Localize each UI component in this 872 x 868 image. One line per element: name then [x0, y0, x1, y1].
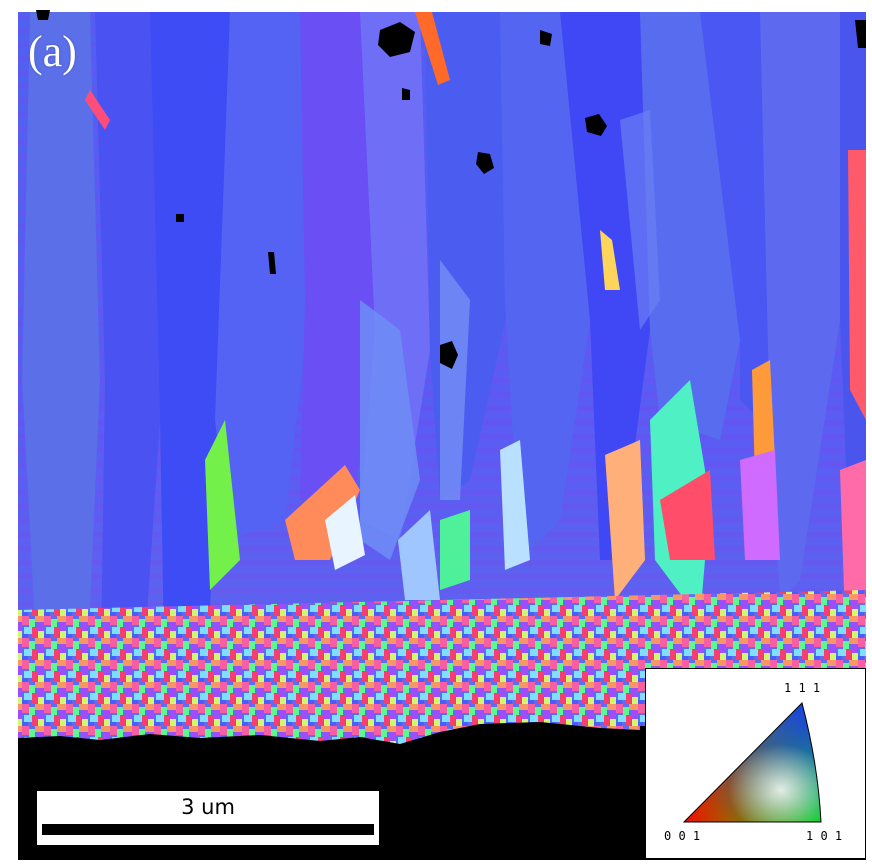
legend-label-101: 1 0 1 [806, 829, 843, 843]
panel-label: (a) [28, 27, 77, 76]
scale-bar: 3 um [36, 790, 380, 846]
scale-bar-line [42, 824, 374, 835]
ipf-triangle [682, 702, 822, 823]
ipf-color-key: 1 1 1 0 0 1 1 0 1 [645, 668, 866, 859]
legend-label-111: 1 1 1 [784, 681, 821, 695]
legend-label-001: 0 0 1 [664, 829, 701, 843]
scale-bar-label: 3 um [181, 795, 235, 819]
